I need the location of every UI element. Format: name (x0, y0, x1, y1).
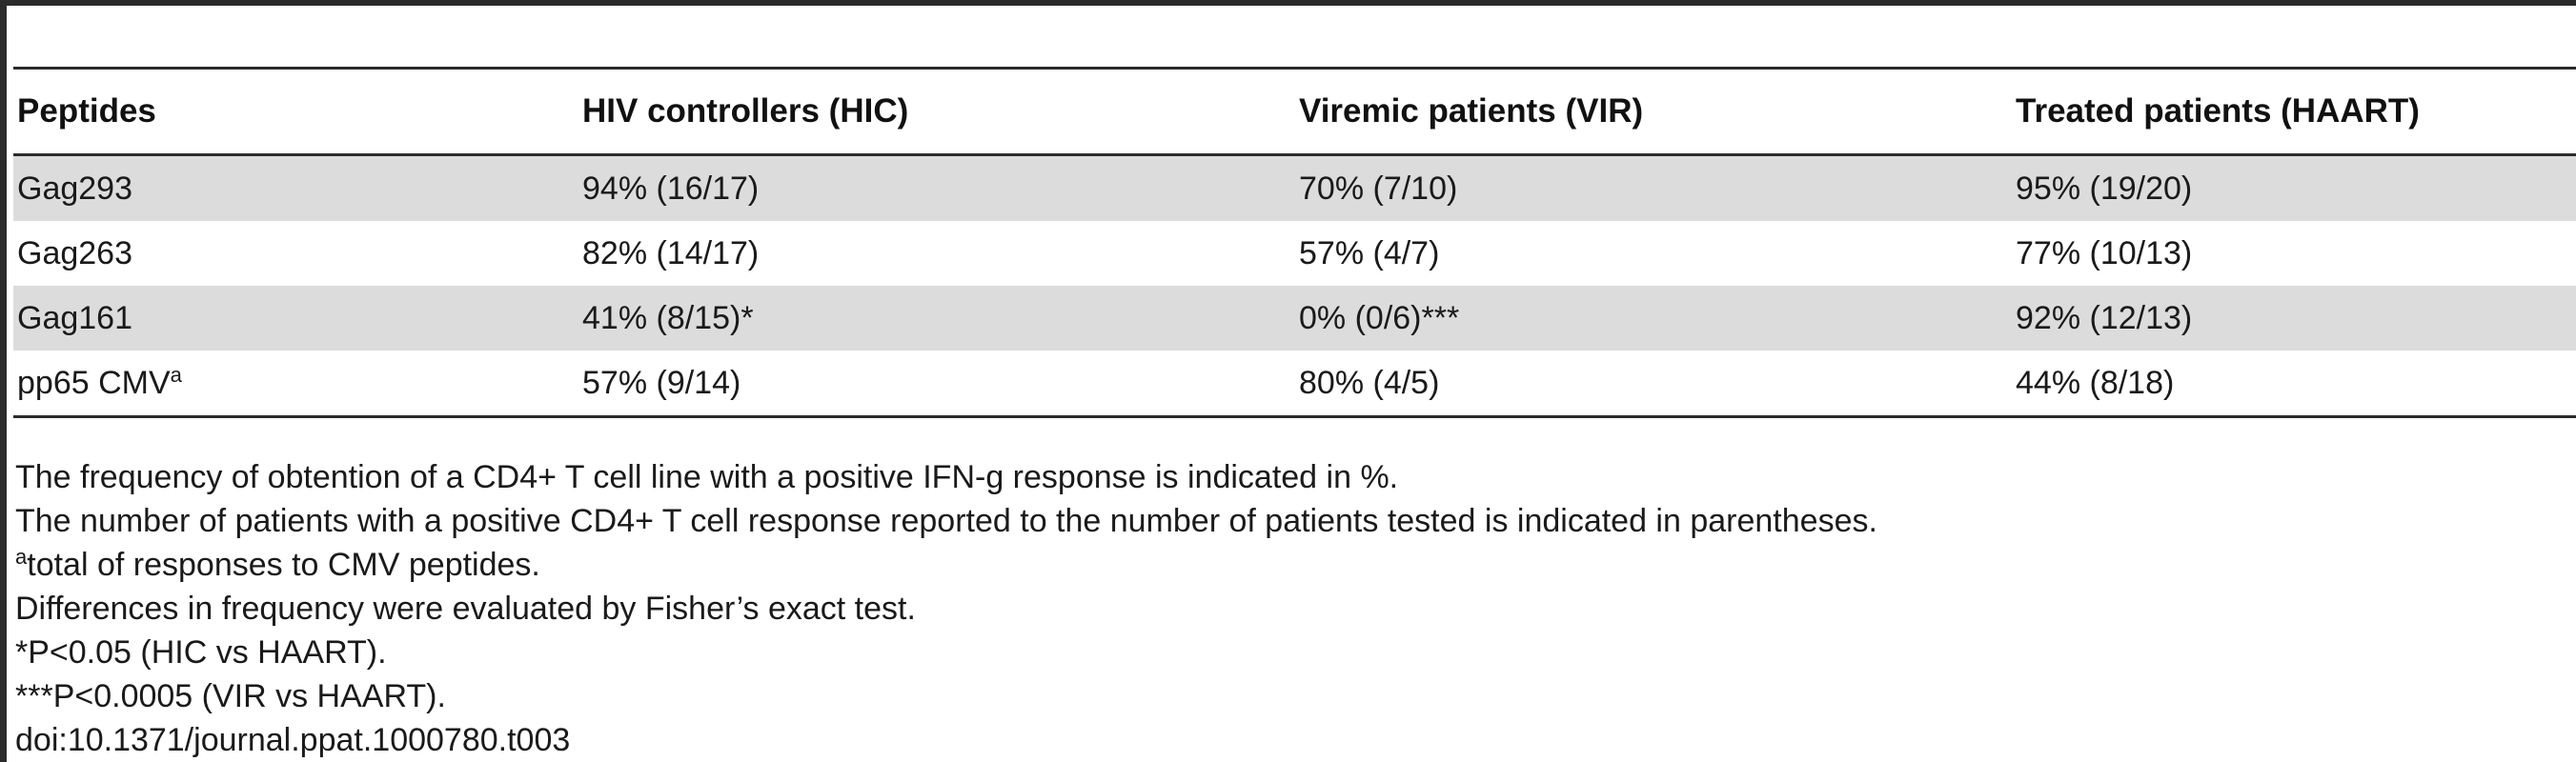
cell-vir: 80% (4/5) (1299, 364, 1440, 401)
cell-haart: 77% (10/13) (2016, 234, 2193, 271)
table-footnotes: The frequency of obtention of a CD4+ T c… (15, 455, 2569, 762)
top-rule (0, 0, 2576, 6)
cell-haart: 95% (19/20) (2012, 154, 2576, 221)
table-header-row: Peptides HIV controllers (HIC) Viremic p… (13, 68, 2576, 155)
peptide-label: pp65 CMV (17, 364, 171, 401)
cell-haart: 44% (8/18) (2016, 364, 2175, 401)
footnote-marker: a (15, 545, 28, 569)
cell-hic: 41% (8/15)* (578, 286, 1295, 351)
cell-hic: 94% (16/17) (578, 154, 1295, 221)
doi-text[interactable]: doi:10.1371/journal.ppat.1000780.t003 (15, 722, 571, 758)
footnote-line: ***P<0.0005 (VIR vs HAART). (15, 678, 446, 714)
peptide-label: Gag293 (17, 170, 132, 207)
cell-hic: 57% (9/14) (582, 364, 741, 401)
cell-peptide: pp65 CMVa (13, 351, 578, 417)
footnote-line: Differences in frequency were evaluated … (15, 591, 916, 627)
footnote-text: total of responses to CMV peptides. (27, 547, 540, 583)
peptide-label: Gag161 (17, 299, 132, 336)
cell-vir: 0% (0/6)*** (1295, 286, 2012, 351)
footnote-line: The frequency of obtention of a CD4+ T c… (15, 459, 1399, 495)
cell-haart: 92% (12/13) (2012, 286, 2576, 351)
cell-peptide: Gag161 (13, 286, 578, 351)
header-haart: Treated patients (HAART) (2016, 92, 2420, 130)
header-vir: Viremic patients (VIR) (1299, 92, 1644, 130)
cell-hic: 82% (14/17) (582, 234, 760, 271)
left-border (0, 0, 7, 762)
header-peptides: Peptides (17, 92, 156, 130)
footnote-line: *P<0.05 (HIC vs HAART). (15, 634, 387, 671)
footnote-line: atotal of responses to CMV peptides. (15, 543, 2569, 587)
cell-peptide: Gag293 (13, 154, 578, 221)
header-hic: HIV controllers (HIC) (582, 92, 909, 130)
data-table: Peptides HIV controllers (HIC) Viremic p… (13, 67, 2576, 418)
cell-vir: 57% (4/7) (1299, 234, 1440, 271)
footnote-marker: a (170, 362, 182, 387)
table-row: pp65 CMVa 57% (9/14) 80% (4/5) 44% (8/18… (13, 351, 2576, 417)
peptide-label: Gag263 (17, 234, 132, 271)
table-row: Gag263 82% (14/17) 57% (4/7) 77% (10/13) (13, 221, 2576, 286)
table-row: Gag161 41% (8/15)* 0% (0/6)*** 92% (12/1… (13, 286, 2576, 351)
cell-vir: 70% (7/10) (1295, 154, 2012, 221)
data-table-container: Peptides HIV controllers (HIC) Viremic p… (13, 67, 2576, 418)
cell-peptide: Gag263 (13, 221, 578, 286)
table-row: Gag293 94% (16/17) 70% (7/10) 95% (19/20… (13, 154, 2576, 221)
footnote-line: The number of patients with a positive C… (15, 503, 1877, 539)
